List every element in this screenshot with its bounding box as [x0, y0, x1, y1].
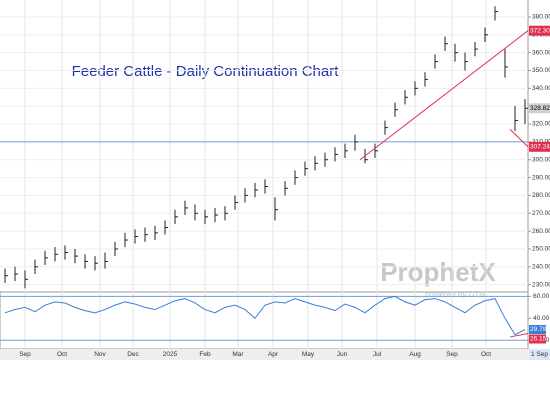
- y-tick-label: 340.000: [532, 85, 550, 92]
- x-tick-label: Jul: [373, 351, 382, 358]
- trend-label-box: [529, 141, 550, 152]
- indicator-trend: [509, 332, 529, 338]
- x-tick-label: Oct: [57, 351, 67, 358]
- watermark-sub: powered by DTN: [425, 290, 485, 299]
- y-tick-label: 320.000: [532, 121, 550, 128]
- y-tick-label: 380.000: [532, 14, 550, 21]
- x-tick-label: Jun: [337, 351, 348, 358]
- y-tick-label: 260.000: [532, 228, 550, 235]
- trend-label: 307.249: [530, 144, 550, 151]
- x-tick-label: Sep: [446, 351, 458, 358]
- indicator-last-box: [529, 324, 546, 334]
- indicator-last-label: 29.79: [530, 326, 547, 333]
- y-tick-label: 350.000: [532, 67, 550, 74]
- indicator-trend-box: [529, 334, 546, 344]
- trendline: [509, 129, 529, 148]
- x-tick-label: Feb: [199, 351, 211, 358]
- trendline: [359, 30, 529, 161]
- last-price-box: [529, 103, 550, 114]
- x-tick-label: 2025: [163, 351, 178, 358]
- x-tick-label: May: [302, 351, 315, 358]
- trend-label-box: [529, 25, 550, 36]
- x-axis-band: [0, 349, 550, 360]
- indicator-trend-label: 26.15: [530, 336, 547, 343]
- y-tick-label: 290.000: [532, 174, 550, 181]
- y-tick-label: 40.00: [533, 315, 550, 322]
- x-tick-label: Apr: [268, 351, 279, 358]
- y-tick-label: 230.000: [532, 281, 550, 288]
- y-tick-label: 60.00: [533, 293, 550, 300]
- y-tick-label: 300.000: [532, 156, 550, 163]
- x-tick-label: Mar: [232, 351, 244, 358]
- y-tick-label: 240.000: [532, 264, 550, 271]
- x-tick-label: Nov: [94, 351, 106, 358]
- x-tick-label: Oct: [481, 351, 491, 358]
- watermark: ProphetX: [380, 257, 496, 287]
- y-tick-label: 270.000: [532, 210, 550, 217]
- y-tick-label: 250.000: [532, 246, 550, 253]
- last-price-label: 328.825: [530, 105, 550, 112]
- trend-label: 372.300: [530, 27, 550, 34]
- y-tick-label: 360.000: [532, 49, 550, 56]
- x-tick-label: Sep: [19, 351, 31, 358]
- date-box: [529, 349, 550, 360]
- x-tick-label: Aug: [409, 351, 421, 358]
- x-tick-label: Dec: [127, 351, 139, 358]
- indicator-line: [4, 295, 526, 336]
- axis-date-label: 1 Sep: [531, 351, 548, 358]
- y-tick-label: 280.000: [532, 192, 550, 199]
